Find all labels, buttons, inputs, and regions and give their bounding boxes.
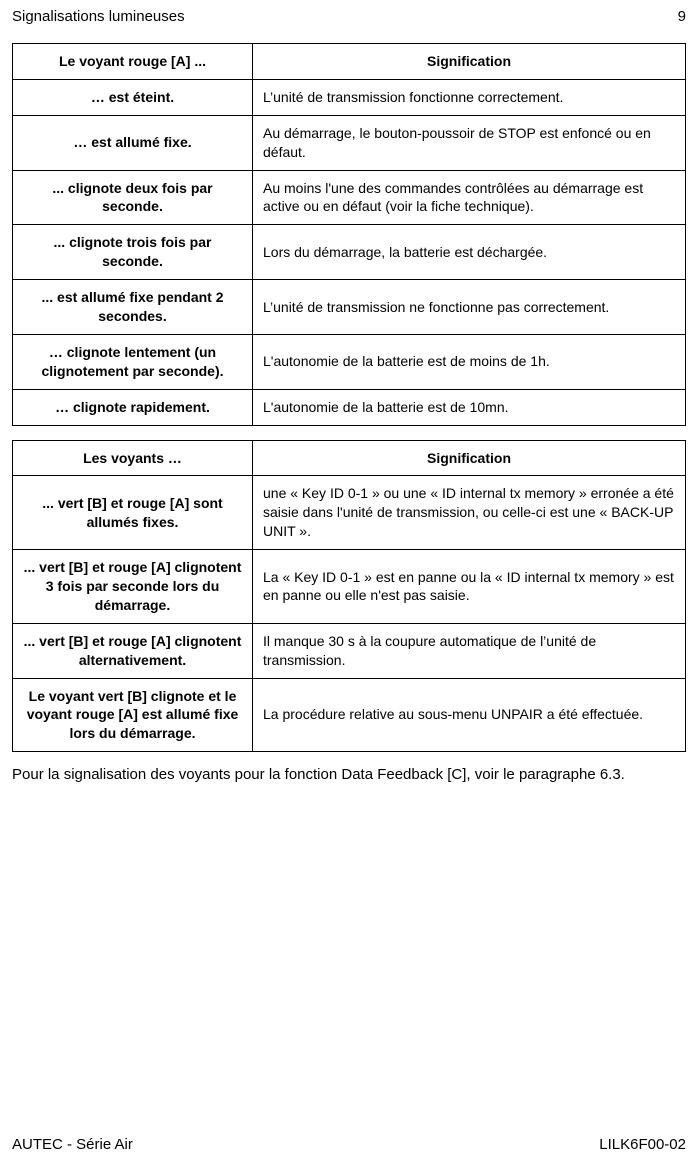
t2-head-right: Signification xyxy=(253,440,686,476)
t1-head-right: Signification xyxy=(253,44,686,80)
t1-r1-right: Au démarrage, le bouton-poussoir de STOP… xyxy=(253,115,686,170)
t1-r2-right: Au moins l'une des commandes contrôlées … xyxy=(253,170,686,225)
header-page-number: 9 xyxy=(678,8,686,25)
t1-r0-right: L’unité de transmission fonctionne corre… xyxy=(253,79,686,115)
t1-r6-left: … clignote rapidement. xyxy=(13,389,253,425)
t1-r4-right: L’unité de transmission ne fonctionne pa… xyxy=(253,280,686,335)
t1-r3-right: Lors du démarrage, la batterie est décha… xyxy=(253,225,686,280)
table-row: … est éteint. L’unité de transmission fo… xyxy=(13,79,686,115)
t1-r2-left: ... clignote deux fois par seconde. xyxy=(13,170,253,225)
t1-r0-left: … est éteint. xyxy=(13,79,253,115)
table-row: … clignote rapidement. L'autonomie de la… xyxy=(13,389,686,425)
t2-r2-left: ... vert [B] et rouge [A] clignotent alt… xyxy=(13,623,253,678)
t1-r5-left: … clignote lentement (un clignotement pa… xyxy=(13,334,253,389)
t1-r3-left: ... clignote trois fois par seconde. xyxy=(13,225,253,280)
header-section-title: Signalisations lumineuses xyxy=(12,8,185,25)
t2-r0-left: ... vert [B] et rouge [A] sont allumés f… xyxy=(13,476,253,550)
table-row: ... clignote trois fois par seconde. Lor… xyxy=(13,225,686,280)
t2-r2-right: Il manque 30 s à la coupure automatique … xyxy=(253,623,686,678)
t2-head-left: Les voyants … xyxy=(13,440,253,476)
table-row: … clignote lentement (un clignotement pa… xyxy=(13,334,686,389)
t2-r0-right: une « Key ID 0-1 » ou une « ID internal … xyxy=(253,476,686,550)
t1-r4-left: ... est allumé fixe pendant 2 secondes. xyxy=(13,280,253,335)
t1-r6-right: L'autonomie de la batterie est de 10mn. xyxy=(253,389,686,425)
t2-r1-right: La « Key ID 0-1 » est en panne ou la « I… xyxy=(253,550,686,624)
table-row: … est allumé fixe. Au démarrage, le bout… xyxy=(13,115,686,170)
table-row: ... clignote deux fois par seconde. Au m… xyxy=(13,170,686,225)
footer-left: AUTEC - Série Air xyxy=(12,1136,133,1153)
t2-r1-left: ... vert [B] et rouge [A] clignotent 3 f… xyxy=(13,550,253,624)
table-row: Le voyant vert [B] clignote et le voyant… xyxy=(13,678,686,752)
table-row: ... est allumé fixe pendant 2 secondes. … xyxy=(13,280,686,335)
t1-r1-left: … est allumé fixe. xyxy=(13,115,253,170)
t2-r3-left: Le voyant vert [B] clignote et le voyant… xyxy=(13,678,253,752)
table-row: ... vert [B] et rouge [A] clignotent alt… xyxy=(13,623,686,678)
table-green-red-indicator: Les voyants … Signification ... vert [B]… xyxy=(12,440,686,753)
table-row: ... vert [B] et rouge [A] sont allumés f… xyxy=(13,476,686,550)
t1-head-left: Le voyant rouge [A] ... xyxy=(13,44,253,80)
table-red-indicator: Le voyant rouge [A] ... Signification … … xyxy=(12,43,686,426)
table-row: ... vert [B] et rouge [A] clignotent 3 f… xyxy=(13,550,686,624)
footer-right: LILK6F00-02 xyxy=(599,1136,686,1153)
t2-r3-right: La procédure relative au sous-menu UNPAI… xyxy=(253,678,686,752)
note-data-feedback: Pour la signalisation des voyants pour l… xyxy=(12,766,686,783)
t1-r5-right: L'autonomie de la batterie est de moins … xyxy=(253,334,686,389)
